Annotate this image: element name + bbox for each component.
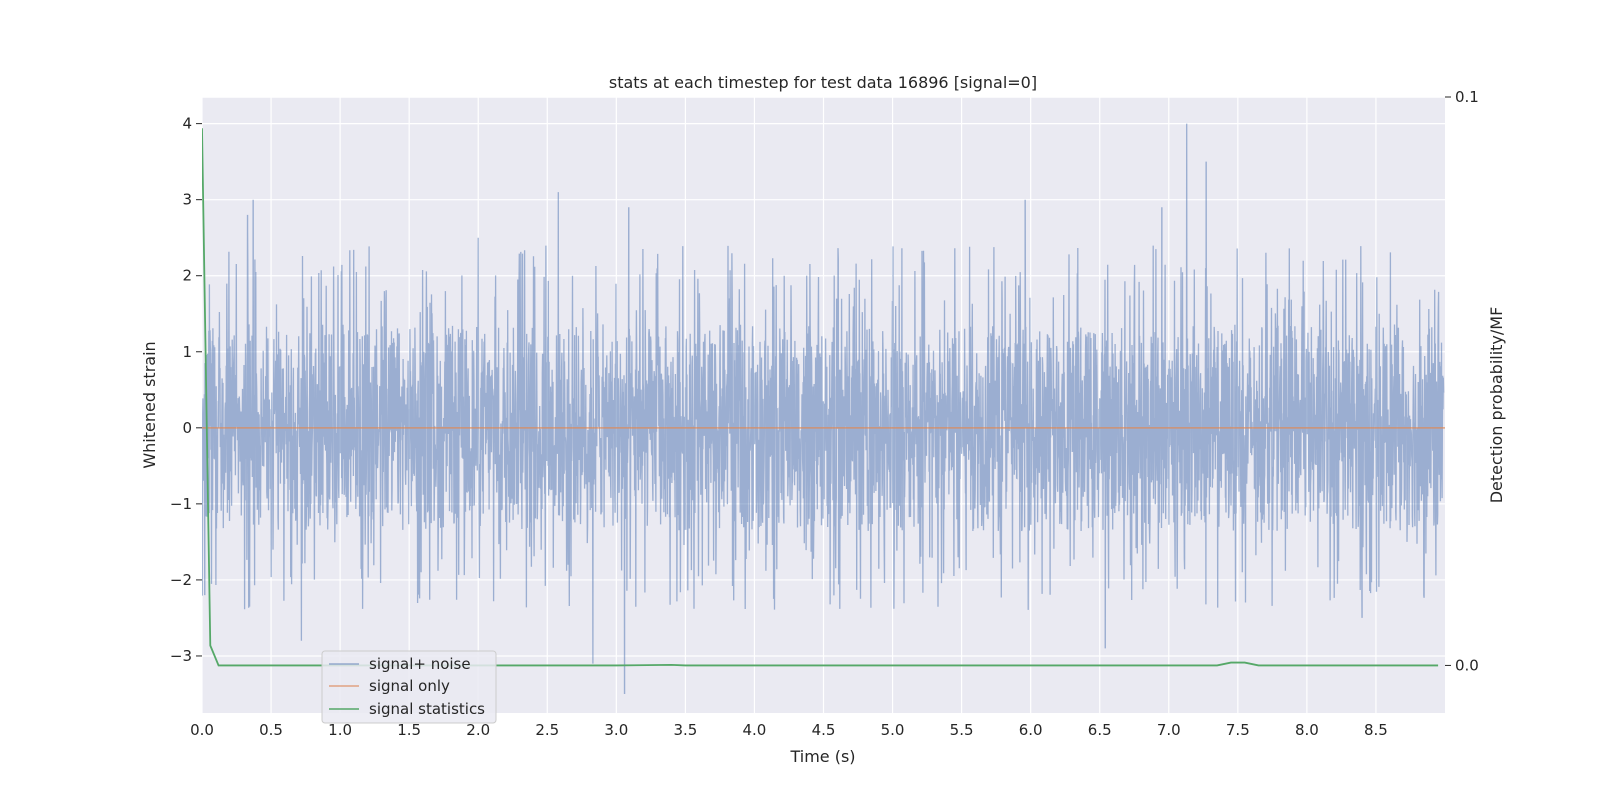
y-tick-label: 2 xyxy=(182,267,192,285)
y-axis-ticks: −3 −2 −1 0 1 2 3 4 xyxy=(170,115,202,665)
series-signal-noise-line xyxy=(202,123,1445,695)
series-layer xyxy=(202,123,1445,695)
y-tick-label: −3 xyxy=(170,647,192,665)
x-tick-label: 1.5 xyxy=(397,721,421,739)
x-tick-label: 7.5 xyxy=(1226,721,1250,739)
plot-area xyxy=(202,123,1445,695)
legend: signal+ noise signal only signal statist… xyxy=(321,650,497,724)
x-tick-label: 5.0 xyxy=(881,721,905,739)
x-tick-label: 4.0 xyxy=(743,721,767,739)
x-axis-label: Time (s) xyxy=(789,747,855,766)
y-tick-label: 1 xyxy=(182,343,192,361)
x-tick-label: 8.0 xyxy=(1295,721,1319,739)
x-tick-label: 4.5 xyxy=(812,721,836,739)
y-axis-label: Whitened strain xyxy=(140,341,159,468)
x-tick-label: 6.0 xyxy=(1019,721,1043,739)
x-tick-label: 6.5 xyxy=(1088,721,1112,739)
x-tick-label: 1.0 xyxy=(328,721,352,739)
legend-label-signal-noise: signal+ noise xyxy=(369,655,471,673)
x-tick-label: 3.0 xyxy=(604,721,628,739)
y-tick-label: −2 xyxy=(170,571,192,589)
x-tick-label: 8.5 xyxy=(1364,721,1388,739)
series-signal-statistics-line xyxy=(202,128,1439,667)
x-tick-label: 0.5 xyxy=(259,721,283,739)
y2-tick-label: 0.1 xyxy=(1455,88,1479,106)
x-tick-label: 0.0 xyxy=(190,721,214,739)
legend-box xyxy=(321,650,497,724)
y-tick-label: 4 xyxy=(182,115,192,133)
x-tick-label: 5.5 xyxy=(950,721,974,739)
y-tick-label: 3 xyxy=(182,191,192,209)
x-tick-label: 2.5 xyxy=(535,721,559,739)
y2-tick-label: 0.0 xyxy=(1455,656,1479,674)
legend-label-signal-only: signal only xyxy=(369,677,450,695)
y2-axis-ticks: 0.0 0.1 xyxy=(1445,88,1479,674)
x-tick-label: 7.0 xyxy=(1157,721,1181,739)
y-tick-label: 0 xyxy=(182,419,192,437)
x-tick-label: 2.0 xyxy=(466,721,490,739)
x-axis-ticks: 0.0 0.5 1.0 1.5 2.0 2.5 3.0 3.5 4.0 4.5 5.0 5.5 6.0 6… xyxy=(190,721,1388,739)
y2-axis-label: Detection probability/MF xyxy=(1487,307,1506,504)
y-tick-label: −1 xyxy=(170,495,192,513)
chart-title: stats at each timestep for test data 168… xyxy=(609,73,1037,92)
legend-label-signal-statistics: signal statistics xyxy=(369,700,485,718)
x-tick-label: 3.5 xyxy=(673,721,697,739)
